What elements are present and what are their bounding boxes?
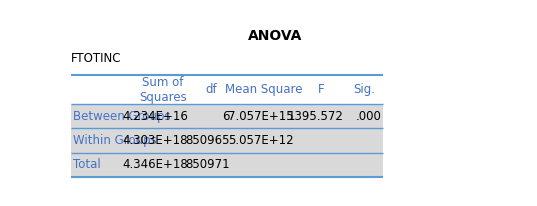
Text: 850965: 850965	[185, 134, 229, 147]
Text: 5.057E+12: 5.057E+12	[228, 134, 294, 147]
Text: Mean Square: Mean Square	[225, 83, 302, 96]
Text: 850971: 850971	[185, 158, 229, 171]
Text: 4.303E+18: 4.303E+18	[122, 134, 188, 147]
Text: FTOTINC: FTOTINC	[71, 52, 122, 65]
Text: Sum of
Squares: Sum of Squares	[139, 76, 187, 104]
Text: 6: 6	[222, 110, 229, 123]
Bar	[71, 104, 383, 128]
Bar	[71, 128, 383, 153]
Text: Within Groups: Within Groups	[74, 134, 157, 147]
Bar	[71, 153, 383, 177]
Text: 7.057E+15: 7.057E+15	[228, 110, 294, 123]
Text: Sig.: Sig.	[354, 83, 376, 96]
Text: F: F	[318, 83, 324, 96]
Text: Between Groups: Between Groups	[74, 110, 171, 123]
Text: 1395.572: 1395.572	[288, 110, 344, 123]
Text: .000: .000	[355, 110, 381, 123]
Text: df: df	[205, 83, 216, 96]
Text: ANOVA: ANOVA	[248, 29, 302, 43]
Text: 4.234E+16: 4.234E+16	[122, 110, 188, 123]
Text: 4.346E+18: 4.346E+18	[122, 158, 188, 171]
Text: Total: Total	[74, 158, 101, 171]
